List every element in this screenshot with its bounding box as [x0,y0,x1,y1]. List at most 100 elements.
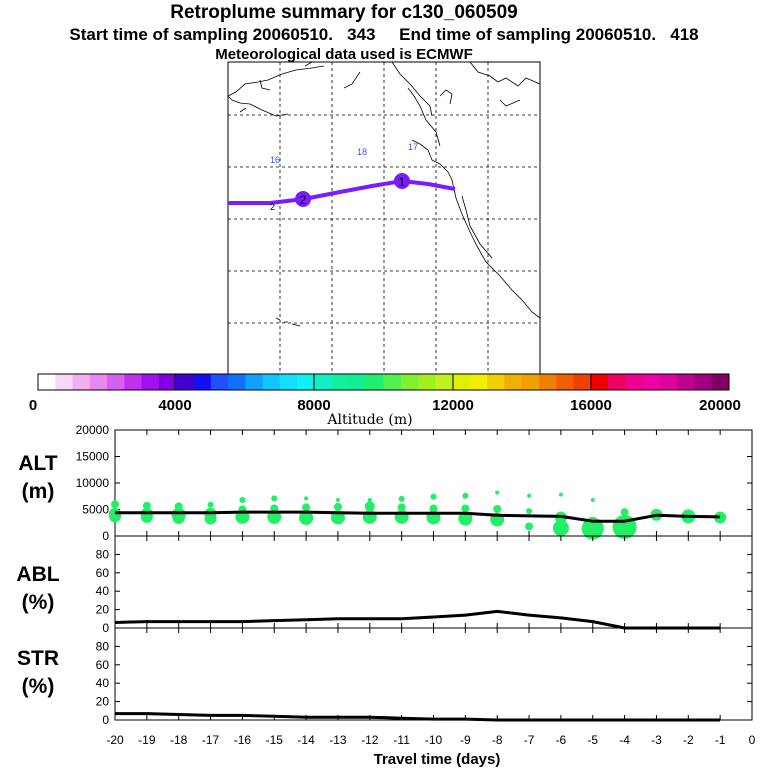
y-tick-label: 15000 [76,450,110,464]
altitude-colorbar: 0 4000 8000 12000 16000 20000 Altitude (m) [29,373,741,428]
colorbar-segment [262,374,281,390]
y-axis-label: ABL [16,563,59,586]
puff-marker [495,490,500,495]
colorbar-segment [279,374,298,390]
puff-marker [304,496,309,501]
y-tick-label: 80 [96,547,110,561]
colorbar-segment [107,374,125,390]
y-axis-label: (m) [22,480,55,503]
x-tick-label: -8 [492,733,503,747]
puff-marker [364,501,375,512]
colorbar-segment [711,374,730,390]
x-tick-label: -6 [556,733,567,747]
colorbar-segment [608,374,626,390]
puff-marker [429,504,438,513]
x-tick-label: -20 [106,733,124,747]
x-tick-label: -16 [234,733,252,747]
puff-marker [714,511,727,524]
colorbar-segment [538,374,557,390]
map-graticule [228,62,540,374]
puff-marker [367,497,372,502]
x-tick-label: -13 [329,733,347,747]
colorbar-segment [331,374,350,390]
colorbar-segment [176,374,194,390]
x-tick-label: -19 [138,733,156,747]
y-tick-label: 40 [96,676,110,690]
series-line [115,712,721,722]
colorbar-segment [677,374,695,390]
colorbar-segment [521,374,540,390]
x-tick-label: -17 [202,733,220,747]
colorbar-segment [297,374,315,390]
y-axis-label: STR [17,647,59,670]
colorbar-segment [314,374,333,390]
puff-marker [271,495,278,502]
colorbar-segment [383,374,402,390]
colorbar-segment [228,374,246,390]
y-tick-label: 20 [96,603,110,617]
colorbar-tick: 8000 [297,397,330,414]
puff-marker [397,503,406,512]
y-tick-label: 0 [102,621,109,635]
colorbar-segment [124,374,143,390]
puff-marker [462,492,469,499]
colorbar-segment [556,374,575,390]
puff-marker [620,508,629,517]
x-tick-label: -10 [425,733,443,747]
colorbar-segment [642,374,661,390]
puff-marker [430,493,437,500]
puff-marker [581,517,604,540]
day-marker [394,173,410,189]
puff-marker [525,522,534,531]
series-line [115,510,721,523]
puff-marker [302,503,311,512]
map-label: 17 [408,142,418,152]
colorbar-segment [366,374,384,390]
colorbar-tick: 0 [29,397,37,414]
colorbar-segment [504,374,523,390]
puff-marker [526,508,533,515]
y-tick-label: 60 [96,658,110,672]
day-marker-label: 1 [399,175,406,189]
time-series-panels: 0 5000 10000 15000 20000 ALT (m) 0 20 40 60 80 ABL (%… [16,423,755,768]
puff-marker [204,512,217,525]
y-tick-label: 10000 [76,476,110,490]
panel-abl: 0 20 40 60 80 ABL (%) [16,535,753,635]
puff-marker [527,493,532,498]
map-label: 2 [270,202,275,212]
colorbar-segment [625,374,644,390]
puff-marker [493,504,502,513]
x-tick-label: -7 [524,733,535,747]
puff-marker [333,502,342,511]
x-tick-label: -2 [683,733,694,747]
map-panel: 12 16 18 17 2 [227,61,541,375]
x-tick-label: -5 [587,733,598,747]
colorbar-segment [659,374,678,390]
met-data-note: Meteorological data used is ECMWF [215,46,473,63]
series-line [114,609,721,630]
coastlines [227,61,541,327]
colorbar-segment [141,374,160,390]
puff-marker [590,497,595,502]
colorbar-segment [469,374,488,390]
puff-marker [142,501,151,510]
colorbar-segment [72,374,91,390]
y-tick-label: 80 [96,639,110,653]
x-tick-label: -11 [393,733,410,747]
colorbar-segment [400,374,419,390]
colorbar-segment [193,374,212,390]
colorbar-segment [487,374,505,390]
colorbar-segment [590,374,609,390]
x-tick-label: -4 [619,733,630,747]
y-axis-label: (%) [22,675,55,698]
puff-marker [335,497,340,502]
colorbar-segment [452,374,471,390]
y-tick-label: 40 [96,584,110,598]
colorbar-tick: 16000 [570,397,612,414]
puff-marker [398,495,405,502]
x-tick-label: 0 [749,733,756,747]
colorbar-segment [245,374,264,390]
colorbar-segment [158,374,177,390]
puff-marker [461,504,470,513]
